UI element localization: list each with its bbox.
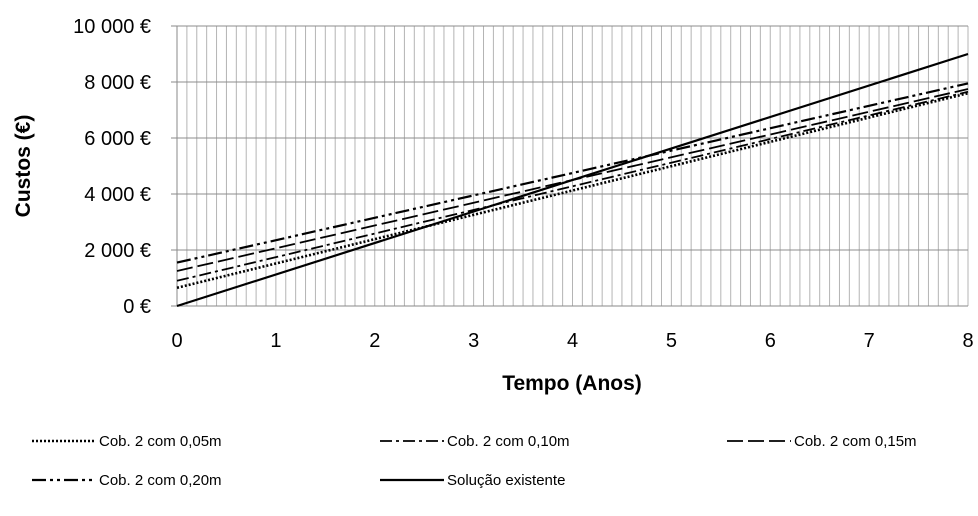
- x-tick-label: 0: [171, 330, 182, 352]
- series-line-4: [176, 82, 969, 264]
- legend-label-1: Cob. 2 com 0,05m: [99, 433, 222, 450]
- x-tick-label: 5: [666, 330, 677, 352]
- grid: [176, 25, 969, 307]
- axes: [176, 26, 968, 307]
- x-axis-title: Tempo (Anos): [502, 372, 642, 395]
- x-tick-label: 7: [864, 330, 875, 352]
- y-axis-title: Custos (€): [12, 115, 35, 218]
- y-tick-label: 4 000 €: [84, 184, 151, 206]
- x-tick-label: 3: [468, 330, 479, 352]
- x-tick-label: 8: [962, 330, 973, 352]
- legend: Cob. 2 com 0,05m Cob. 2 com 0,10m Cob. 2 c…: [32, 433, 917, 489]
- legend-label-4: Cob. 2 com 0,20m: [99, 472, 222, 489]
- x-tick-label: 6: [765, 330, 776, 352]
- x-tick-label: 2: [369, 330, 380, 352]
- y-tick-label: 2 000 €: [84, 240, 151, 262]
- x-tick-label: 1: [270, 330, 281, 352]
- y-tick-labels: 0 € 2 000 € 4 000 € 6 000 € 8 000 € 10 000 €: [73, 16, 177, 318]
- x-tick-label: 4: [567, 330, 578, 352]
- x-tick-labels: 0 1 2 3 4 5 6 7 8: [171, 330, 973, 352]
- legend-label-5: Solução existente: [447, 472, 565, 489]
- y-tick-label: 10 000 €: [73, 16, 151, 38]
- series-lines: [176, 52, 969, 308]
- legend-label-3: Cob. 2 com 0,15m: [794, 433, 917, 450]
- y-tick-label: 6 000 €: [84, 128, 151, 150]
- series-line-2: [176, 90, 969, 282]
- y-tick-label: 8 000 €: [84, 72, 151, 94]
- series-line-5: [176, 52, 969, 308]
- y-tick-label: 0 €: [123, 296, 151, 318]
- legend-label-2: Cob. 2 com 0,10m: [447, 433, 570, 450]
